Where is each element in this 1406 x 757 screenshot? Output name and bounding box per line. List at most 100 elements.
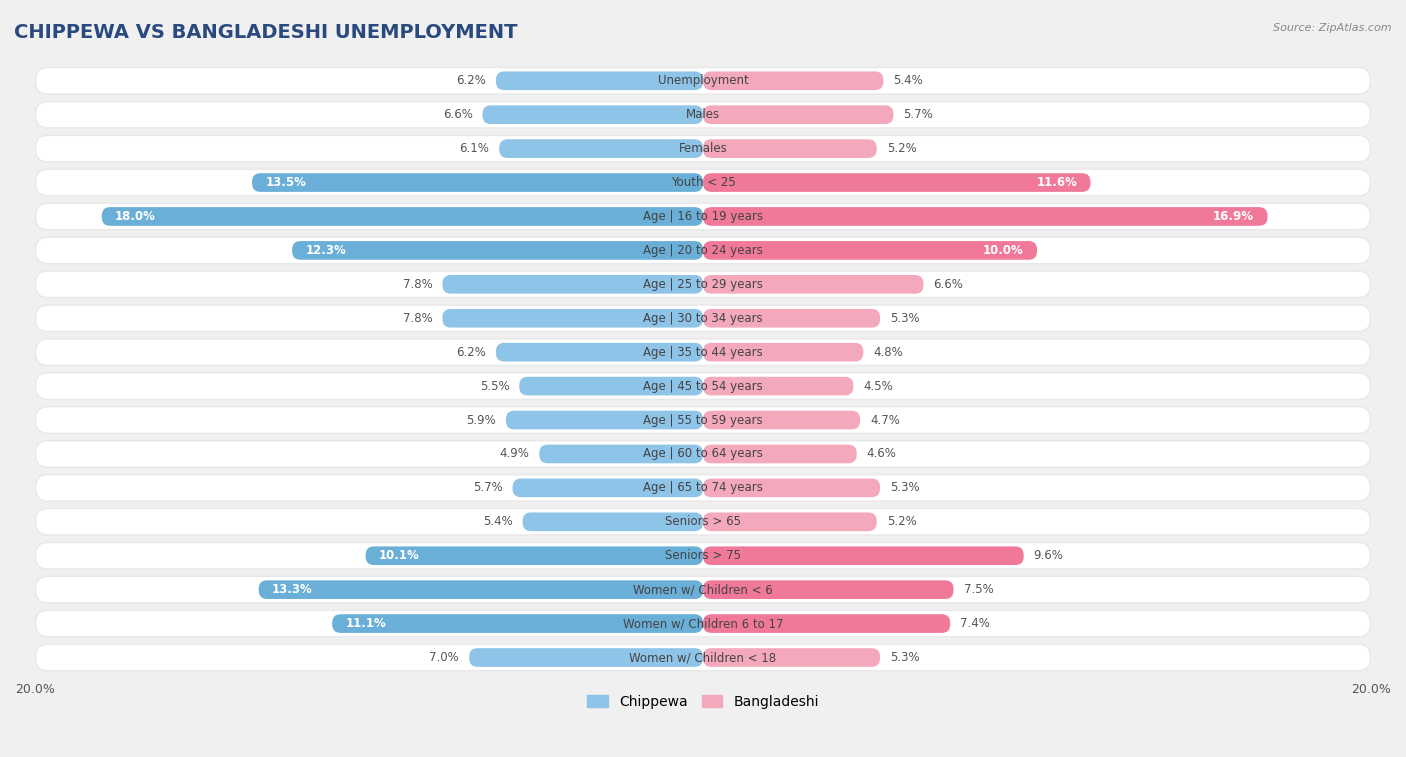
FancyBboxPatch shape: [37, 68, 1369, 93]
Text: 13.5%: 13.5%: [266, 176, 307, 189]
Text: 16.9%: 16.9%: [1213, 210, 1254, 223]
FancyBboxPatch shape: [496, 343, 703, 362]
FancyBboxPatch shape: [35, 169, 1371, 197]
FancyBboxPatch shape: [37, 340, 1369, 365]
Text: Age | 60 to 64 years: Age | 60 to 64 years: [643, 447, 763, 460]
FancyBboxPatch shape: [703, 343, 863, 362]
FancyBboxPatch shape: [703, 512, 877, 531]
Text: Seniors > 65: Seniors > 65: [665, 516, 741, 528]
FancyBboxPatch shape: [35, 270, 1371, 298]
Text: 7.0%: 7.0%: [429, 651, 460, 664]
FancyBboxPatch shape: [252, 173, 703, 192]
FancyBboxPatch shape: [540, 444, 703, 463]
Text: 5.4%: 5.4%: [482, 516, 513, 528]
FancyBboxPatch shape: [292, 241, 703, 260]
FancyBboxPatch shape: [35, 643, 1371, 671]
Text: 7.8%: 7.8%: [402, 278, 433, 291]
Text: Women w/ Children < 18: Women w/ Children < 18: [630, 651, 776, 664]
Text: 6.2%: 6.2%: [456, 74, 486, 87]
FancyBboxPatch shape: [35, 372, 1371, 400]
Text: 4.6%: 4.6%: [866, 447, 897, 460]
Text: Age | 55 to 59 years: Age | 55 to 59 years: [643, 413, 763, 426]
FancyBboxPatch shape: [703, 139, 877, 158]
Text: 6.1%: 6.1%: [460, 142, 489, 155]
FancyBboxPatch shape: [332, 614, 703, 633]
FancyBboxPatch shape: [37, 272, 1369, 297]
Text: Females: Females: [679, 142, 727, 155]
Text: 5.5%: 5.5%: [479, 379, 509, 393]
FancyBboxPatch shape: [513, 478, 703, 497]
Text: 7.5%: 7.5%: [963, 583, 993, 597]
FancyBboxPatch shape: [37, 645, 1369, 670]
Text: 5.7%: 5.7%: [472, 481, 502, 494]
FancyBboxPatch shape: [366, 547, 703, 565]
Text: 5.9%: 5.9%: [467, 413, 496, 426]
FancyBboxPatch shape: [523, 512, 703, 531]
Text: 6.6%: 6.6%: [443, 108, 472, 121]
FancyBboxPatch shape: [703, 478, 880, 497]
Text: Women w/ Children < 6: Women w/ Children < 6: [633, 583, 773, 597]
FancyBboxPatch shape: [703, 614, 950, 633]
Text: Unemployment: Unemployment: [658, 74, 748, 87]
Text: 11.1%: 11.1%: [346, 617, 387, 630]
Text: Age | 35 to 44 years: Age | 35 to 44 years: [643, 346, 763, 359]
FancyBboxPatch shape: [37, 306, 1369, 331]
Text: Age | 16 to 19 years: Age | 16 to 19 years: [643, 210, 763, 223]
FancyBboxPatch shape: [703, 547, 1024, 565]
Text: 11.6%: 11.6%: [1036, 176, 1077, 189]
Text: Age | 65 to 74 years: Age | 65 to 74 years: [643, 481, 763, 494]
FancyBboxPatch shape: [703, 173, 1091, 192]
Text: 4.7%: 4.7%: [870, 413, 900, 426]
Text: Source: ZipAtlas.com: Source: ZipAtlas.com: [1274, 23, 1392, 33]
FancyBboxPatch shape: [37, 441, 1369, 466]
Text: 7.8%: 7.8%: [402, 312, 433, 325]
Text: 12.3%: 12.3%: [305, 244, 346, 257]
Text: 5.3%: 5.3%: [890, 481, 920, 494]
FancyBboxPatch shape: [703, 444, 856, 463]
FancyBboxPatch shape: [259, 581, 703, 599]
FancyBboxPatch shape: [703, 581, 953, 599]
Text: 4.9%: 4.9%: [499, 447, 529, 460]
FancyBboxPatch shape: [37, 577, 1369, 603]
FancyBboxPatch shape: [37, 509, 1369, 534]
Legend: Chippewa, Bangladeshi: Chippewa, Bangladeshi: [582, 689, 824, 714]
FancyBboxPatch shape: [499, 139, 703, 158]
Text: 4.8%: 4.8%: [873, 346, 903, 359]
FancyBboxPatch shape: [703, 275, 924, 294]
FancyBboxPatch shape: [37, 373, 1369, 399]
FancyBboxPatch shape: [519, 377, 703, 395]
FancyBboxPatch shape: [35, 203, 1371, 230]
FancyBboxPatch shape: [37, 611, 1369, 636]
FancyBboxPatch shape: [703, 241, 1038, 260]
FancyBboxPatch shape: [37, 475, 1369, 500]
Text: 10.1%: 10.1%: [380, 550, 420, 562]
FancyBboxPatch shape: [35, 135, 1371, 163]
Text: Age | 25 to 29 years: Age | 25 to 29 years: [643, 278, 763, 291]
FancyBboxPatch shape: [506, 411, 703, 429]
Text: 13.3%: 13.3%: [273, 583, 314, 597]
FancyBboxPatch shape: [37, 170, 1369, 195]
FancyBboxPatch shape: [37, 407, 1369, 432]
FancyBboxPatch shape: [703, 411, 860, 429]
FancyBboxPatch shape: [443, 275, 703, 294]
FancyBboxPatch shape: [703, 377, 853, 395]
Text: Males: Males: [686, 108, 720, 121]
FancyBboxPatch shape: [443, 309, 703, 328]
FancyBboxPatch shape: [703, 71, 883, 90]
Text: CHIPPEWA VS BANGLADESHI UNEMPLOYMENT: CHIPPEWA VS BANGLADESHI UNEMPLOYMENT: [14, 23, 517, 42]
Text: 5.7%: 5.7%: [904, 108, 934, 121]
FancyBboxPatch shape: [703, 648, 880, 667]
FancyBboxPatch shape: [35, 576, 1371, 603]
FancyBboxPatch shape: [35, 67, 1371, 95]
FancyBboxPatch shape: [35, 406, 1371, 434]
Text: Women w/ Children 6 to 17: Women w/ Children 6 to 17: [623, 617, 783, 630]
FancyBboxPatch shape: [35, 304, 1371, 332]
Text: 7.4%: 7.4%: [960, 617, 990, 630]
FancyBboxPatch shape: [101, 207, 703, 226]
Text: 5.4%: 5.4%: [893, 74, 924, 87]
FancyBboxPatch shape: [35, 338, 1371, 366]
Text: 18.0%: 18.0%: [115, 210, 156, 223]
Text: Age | 20 to 24 years: Age | 20 to 24 years: [643, 244, 763, 257]
FancyBboxPatch shape: [35, 474, 1371, 502]
Text: 10.0%: 10.0%: [983, 244, 1024, 257]
